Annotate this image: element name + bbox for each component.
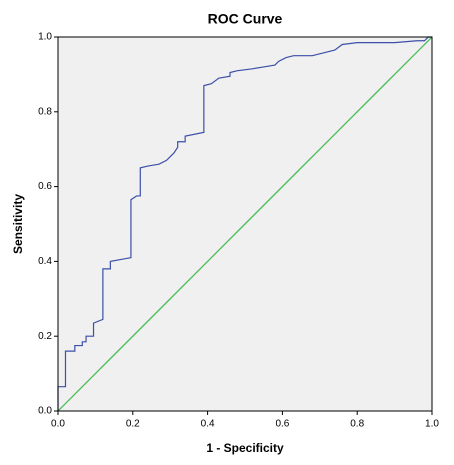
y-tick-label: 1.0 <box>38 32 52 43</box>
y-tick-label: 0.2 <box>38 331 52 342</box>
roc-line <box>57 36 432 411</box>
y-tick-label: 0.0 <box>38 406 52 417</box>
x-tick-label: 0.0 <box>51 419 65 430</box>
chart-title: ROC Curve <box>208 11 283 27</box>
x-tick-label: 0.4 <box>201 419 215 430</box>
y-tick-label: 0.6 <box>38 181 52 192</box>
y-tick-label: 0.8 <box>38 106 52 117</box>
x-tick-label: 1.0 <box>425 419 439 430</box>
x-axis-title: 1 - Specificity <box>206 441 284 455</box>
y-tick-label: 0.4 <box>38 256 52 267</box>
x-tick-label: 0.2 <box>126 419 140 430</box>
plot-frame <box>57 36 433 412</box>
roc-line <box>57 36 433 412</box>
x-tick-label: 0.6 <box>275 419 289 430</box>
y-axis-title: Sensitivity <box>11 194 25 254</box>
x-tick-label: 0.8 <box>350 419 364 430</box>
